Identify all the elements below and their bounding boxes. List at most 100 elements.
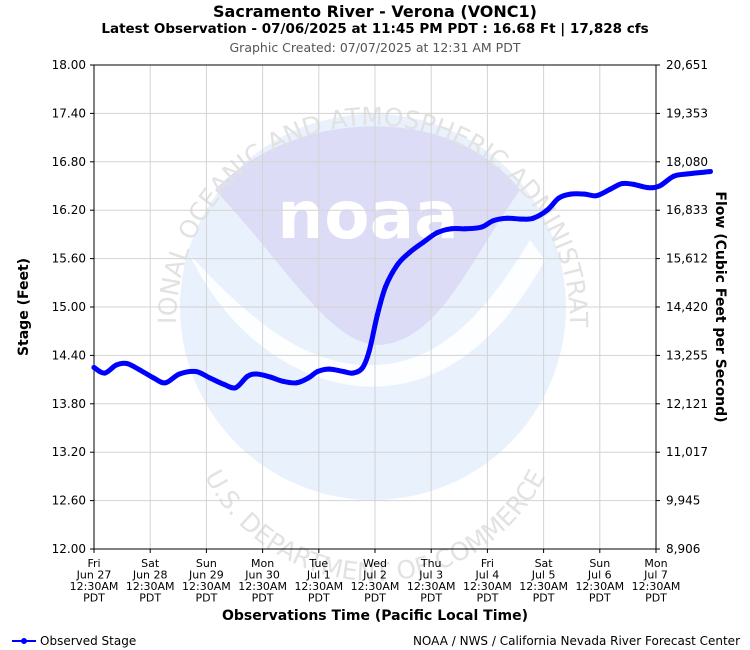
y2-tick-label: 15,612 [666,252,708,266]
data-point [504,215,510,221]
y-tick-label: 12.00 [52,542,86,556]
data-point [582,191,588,197]
data-point [530,215,536,221]
y-tick-label: 13.80 [52,397,86,411]
data-point [340,369,346,374]
legend: Observed Stage [12,634,136,648]
data-point [177,371,182,377]
noaa-watermark: noaa NATIONAL OCEANIC AND ATMOSPHERIC AD… [0,0,593,587]
data-point [366,348,372,354]
y-tick-label: 15.60 [52,252,86,266]
data-point [91,365,97,370]
y-tick-label: 16.80 [52,155,86,169]
x-tick-label: Sun Jun 29 12:30AM PDT [182,557,231,605]
x-tick-label: Sun Jul 6 12:30AM PDT [575,557,624,605]
graphic-created: Graphic Created: 07/07/2025 at 12:31 AM … [229,40,521,55]
x-tick-label: Wed Jul 2 12:30AM PDT [351,557,400,605]
data-point [326,366,332,372]
watermark-wave [190,240,545,387]
data-point [406,250,412,256]
y-tick-label: 12.60 [52,494,86,508]
data-point [490,218,496,224]
latest-observation: Latest Observation - 07/06/2025 at 11:45… [101,21,649,37]
data-point [193,369,199,374]
data-point [462,226,468,232]
y2-tick-label: 12,121 [666,397,708,411]
data-point [233,385,239,391]
data-point [420,240,426,245]
data-point [359,365,365,371]
x-tick-label: Thu Jul 3 12:30AM PDT [407,557,456,605]
data-point [280,378,285,384]
data-point [394,262,400,268]
data-point [137,367,143,373]
data-point [607,186,613,192]
y2-tick-label: 9,945 [666,494,700,508]
data-point [113,362,119,368]
data-point [374,312,380,318]
data-point [631,181,637,187]
data-point [448,226,454,232]
data-point [244,373,250,379]
data-point [124,361,130,366]
data-point [479,224,484,230]
y-tick-label: 13.20 [52,445,86,459]
y-axis-right: 20,651 19,353 18,080 16,833 15,612 14,420 13,2… [656,58,708,556]
data-point [671,173,677,179]
legend-swatch [12,637,36,644]
y2-tick-label: 19,353 [666,106,708,120]
y2-tick-label: 18,080 [666,155,708,169]
data-point [518,216,524,222]
y2-tick-label: 13,255 [666,348,708,362]
data-point [685,171,691,177]
x-axis-label: Observations Time (Pacific Local Time) [222,608,528,624]
data-point [544,207,550,213]
data-point [657,183,662,189]
data-point [162,380,168,386]
data-point [434,230,440,236]
x-tick-label: Fri Jun 27 12:30AM PDT [70,557,119,605]
y-tick-label: 17.40 [52,106,86,120]
y-axis-label: Stage (Feet) [16,258,32,356]
y2-tick-label: 8,906 [666,542,700,556]
data-point [593,193,599,199]
data-point [294,380,300,386]
data-point [383,284,388,290]
data-point [268,374,274,380]
y2-tick-label: 11,017 [666,445,708,459]
x-tick-label: Tue Jul 1 12:30AM PDT [294,557,343,605]
data-point [619,181,625,187]
y-axis-left: 18.00 17.40 16.80 16.20 15.60 15.00 14.40 13.80… [52,58,94,556]
data-point [305,375,311,381]
x-tick-label: Sat Jun 28 12:30AM PDT [126,557,175,605]
y-tick-label: 14.40 [52,348,86,362]
x-tick-label: Mon Jul 7 12:30AM PDT [632,557,681,605]
watermark-gull [215,126,520,345]
y-tick-label: 16.20 [52,203,86,217]
x-tick-label: Fri Jul 4 12:30AM PDT [463,557,512,605]
data-point [151,375,157,381]
data-point [254,371,260,377]
credit-text: NOAA / NWS / California Nevada River For… [412,634,740,648]
x-tick-label: Sat Jul 5 12:30AM PDT [519,557,568,605]
data-point [645,185,651,191]
y2-tick-label: 16,833 [666,203,708,217]
data-point [102,370,107,376]
data-point [568,191,573,197]
grid [93,64,657,550]
data-point [350,370,356,376]
data-point [707,169,713,174]
data-point [556,195,562,201]
y-tick-label: 18.00 [52,58,86,72]
series-observed-stage [91,169,713,391]
data-point [221,381,227,387]
legend-label: Observed Stage [40,634,137,648]
y2-tick-label: 14,420 [666,300,708,314]
y-tick-label: 15.00 [52,300,86,314]
data-point [315,369,321,374]
chart-title: Sacramento River - Verona (VONC1) [213,2,537,21]
y2-tick-label: 20,651 [666,58,708,72]
data-point [207,375,213,381]
y2-axis-label: Flow (Cubic Feet per Second) [712,191,728,422]
